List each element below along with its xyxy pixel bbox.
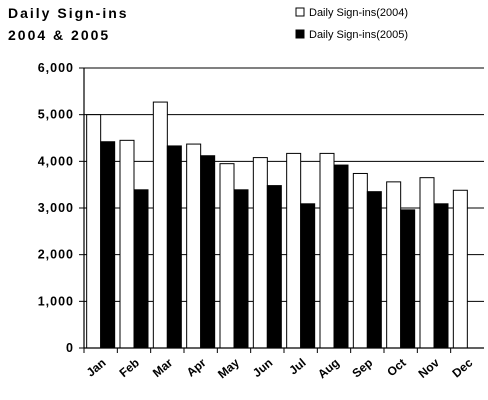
bar-2005-sep — [366, 191, 382, 349]
x-tick-label: Sep — [349, 356, 375, 381]
x-tick-label: Mar — [150, 355, 176, 380]
x-tick-label: May — [215, 355, 242, 381]
bar-2004-aug — [319, 152, 335, 349]
bar-2004-jan — [86, 114, 102, 349]
legend-label-2004: Daily Sign-ins(2004) — [309, 7, 408, 19]
chart-title-line-2: 2004 & 2005 — [8, 27, 110, 43]
bar-2005-jan — [100, 141, 116, 349]
legend: Daily Sign-ins(2004) Daily Sign-ins(2005… — [295, 7, 408, 41]
x-tick-label: Jan — [84, 356, 109, 380]
legend-label-2005: Daily Sign-ins(2005) — [309, 29, 408, 41]
bar-2004-mar — [152, 101, 168, 349]
bar-2005-jun — [266, 185, 282, 349]
bar-2004-jul — [286, 152, 302, 349]
bar-2005-mar — [166, 145, 182, 349]
bar-2005-nov — [433, 203, 449, 349]
bar-2005-apr — [200, 155, 216, 349]
x-tick-label: Jun — [250, 356, 275, 380]
bar-2005-aug — [333, 164, 349, 349]
bar-2004-nov — [419, 177, 435, 349]
x-tick-label: Jul — [286, 356, 308, 378]
y-tick-label: 6,000 — [38, 61, 74, 75]
legend-swatch-2005 — [295, 29, 305, 39]
bar-2005-oct — [400, 209, 416, 349]
y-axis-ticks: 0 1,000 2,000 3,000 4,000 5,000 6,000 — [38, 61, 84, 355]
x-tick-label: Aug — [315, 356, 342, 382]
bar-2004-may — [219, 163, 235, 349]
bar-2004-dec — [452, 189, 468, 349]
bar-2004-sep — [352, 172, 368, 349]
y-tick-label: 3,000 — [38, 201, 74, 215]
x-tick-label: Apr — [184, 355, 209, 379]
bar-2004-oct — [386, 181, 402, 349]
bar-2005-jul — [300, 203, 316, 349]
bar-2004-feb — [119, 139, 135, 349]
bar-2004-apr — [186, 143, 202, 349]
bar-2004-jun — [252, 157, 268, 349]
x-tick-label: Feb — [117, 356, 142, 380]
bar-2005-feb — [133, 189, 149, 349]
y-tick-label: 2,000 — [38, 248, 74, 262]
x-tick-label: Oct — [384, 356, 408, 380]
y-tick-label: 5,000 — [38, 108, 74, 122]
x-axis-ticks: Jan Feb Mar Apr May Jun Jul Aug Sep Oct Nov Dec — [83, 348, 476, 382]
chart-title-line-1: Daily Sign-ins — [8, 5, 129, 21]
y-tick-label: 1,000 — [38, 294, 74, 308]
legend-swatch-2004 — [295, 7, 305, 17]
x-tick-label: Dec — [449, 355, 475, 380]
bars — [86, 101, 468, 349]
bar-2005-may — [233, 189, 249, 349]
y-tick-label: 4,000 — [38, 154, 74, 168]
x-tick-label: Nov — [416, 355, 443, 381]
y-tick-label: 0 — [66, 341, 74, 355]
gridlines — [84, 67, 484, 302]
